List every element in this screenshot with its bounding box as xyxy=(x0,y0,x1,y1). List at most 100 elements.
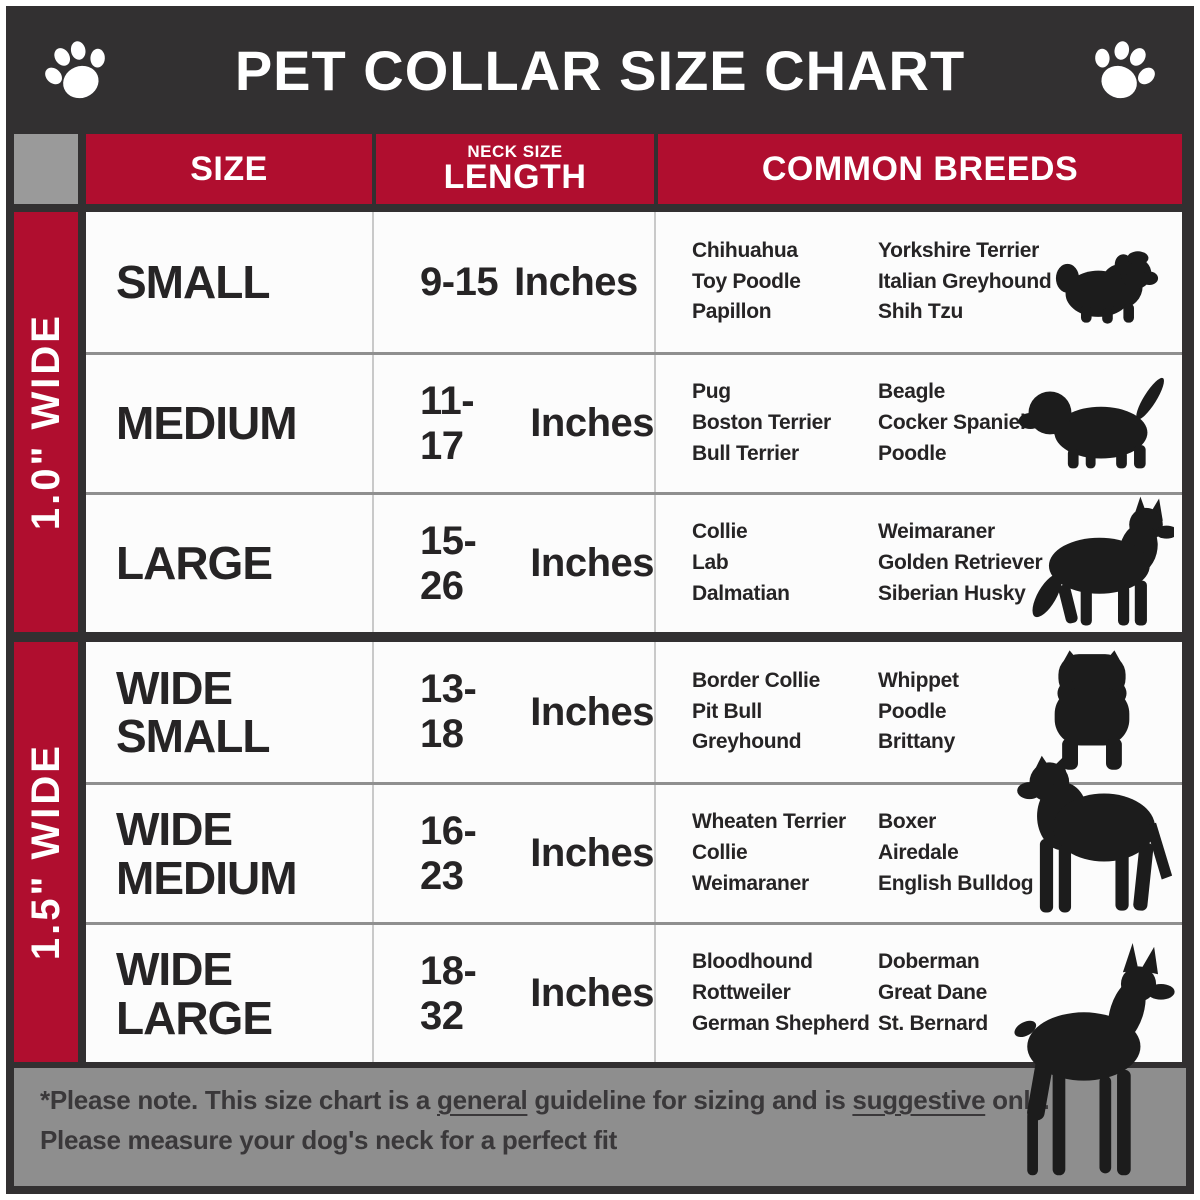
breed: Bull Terrier xyxy=(692,441,799,465)
breeds-column-a: Chihuahua Toy Poodle Papillon xyxy=(692,237,878,328)
breeds-column-a: Wheaten Terrier Collie Weimaraner xyxy=(692,808,878,899)
table-row-wide-large: WIDE LARGE 18-32 Inches Bloodhound Rottw… xyxy=(86,922,1182,1176)
bulldog-icon xyxy=(1054,650,1130,770)
table-row-small: SMALL 9-15 Inches Chihuahua Toy Poodle P… xyxy=(86,212,1182,352)
breed: Italian Greyhound xyxy=(878,269,1052,293)
breed: Weimaraner xyxy=(692,871,809,895)
breed: Wheaten Terrier xyxy=(692,810,846,834)
breed: Shih Tzu xyxy=(878,300,964,324)
breeds-column-a: Pug Boston Terrier Bull Terrier xyxy=(692,378,878,469)
size-cell: WIDE MEDIUM xyxy=(86,785,372,922)
section-1-5-inch-wide: 1.5" WIDE WIDE SMALL 13-18 Inches Border… xyxy=(14,642,1186,1176)
breed: Siberian Husky xyxy=(878,581,1026,605)
size-cell: LARGE xyxy=(86,495,372,632)
breed: Boston Terrier xyxy=(692,411,831,435)
breed: Pit Bull xyxy=(692,699,762,723)
size-label: MEDIUM xyxy=(116,397,298,450)
breed: Bloodhound xyxy=(692,950,813,974)
length-unit: Inches xyxy=(530,401,654,445)
size-header-label: SIZE xyxy=(190,149,268,188)
footnote-text: *Please note. This size chart is a xyxy=(40,1085,438,1115)
breed: Cocker Spaniel xyxy=(878,411,1026,435)
breed: Rottweiler xyxy=(692,981,791,1005)
section-width-label: 1.5" WIDE xyxy=(23,743,68,961)
breeds-cell: Border Collie Pit Bull Greyhound Whippet… xyxy=(654,642,1182,782)
table-row-large: LARGE 15-26 Inches Collie Lab Dalmatian xyxy=(86,492,1182,632)
breed: Airedale xyxy=(878,841,959,865)
breed: Collie xyxy=(692,520,748,544)
length-range: 16-23 xyxy=(420,808,477,898)
length-unit: Inches xyxy=(530,689,654,734)
size-cell: SMALL xyxy=(86,212,372,352)
section-1-inch-wide: 1.0" WIDE SMALL 9-15 Inches Chihuahua To… xyxy=(14,212,1186,632)
footer-line-1: *Please note. This size chart is a gener… xyxy=(40,1080,1160,1120)
length-range: 18-32 xyxy=(420,948,477,1038)
length-cell: 9-15 Inches xyxy=(372,212,654,352)
breed: English Bulldog xyxy=(878,871,1034,895)
length-cell: 15-26 Inches xyxy=(372,495,654,632)
breeds-column-b: Whippet Poodle Brittany xyxy=(878,667,1088,758)
breed: Beagle xyxy=(878,380,946,404)
length-range: 13-18 xyxy=(420,667,477,756)
footer-note: *Please note. This size chart is a gener… xyxy=(14,1068,1186,1186)
breeds-column-b: Boxer Airedale English Bulldog xyxy=(878,808,1088,899)
footnote-underlined-word: general xyxy=(437,1085,528,1115)
breed: German Shepherd xyxy=(692,1011,870,1035)
length-range: 11-17 xyxy=(420,378,475,468)
size-cell: MEDIUM xyxy=(86,355,372,492)
breeds-column-a: Bloodhound Rottweiler German Shepherd xyxy=(692,948,878,1039)
breed: Brittany xyxy=(878,730,955,754)
length-unit: Inches xyxy=(530,831,654,875)
german-shepherd-icon xyxy=(1032,496,1174,626)
neck-size-header-label: NECK SIZE xyxy=(467,141,563,161)
length-range: 9-15 xyxy=(420,259,499,304)
breeds-cell: Chihuahua Toy Poodle Papillon Yorkshire … xyxy=(654,212,1182,352)
size-cell: WIDE SMALL xyxy=(86,642,372,782)
breed: Golden Retriever xyxy=(878,551,1043,575)
breeds-cell: Pug Boston Terrier Bull Terrier Beagle C… xyxy=(654,355,1182,492)
section-rows: WIDE SMALL 13-18 Inches Border Collie Pi… xyxy=(86,642,1182,1176)
length-unit: Inches xyxy=(514,259,638,304)
breed: Dalmatian xyxy=(692,581,790,605)
table-row-wide-medium: WIDE MEDIUM 16-23 Inches Wheaten Terrier… xyxy=(86,755,1182,922)
breed: Pug xyxy=(692,380,731,404)
breed: Poodle xyxy=(878,699,947,723)
section-rows: SMALL 9-15 Inches Chihuahua Toy Poodle P… xyxy=(86,212,1182,632)
breed: Yorkshire Terrier xyxy=(878,238,1040,262)
footer-line-2: Please measure your dog's neck for a per… xyxy=(40,1125,617,1156)
size-label: WIDE SMALL xyxy=(116,661,270,762)
breed: Border Collie xyxy=(692,668,820,692)
length-header-label: LENGTH xyxy=(443,157,587,196)
length-cell: 18-32 Inches xyxy=(372,925,654,1062)
breed: Whippet xyxy=(878,668,959,692)
breeds-column-a: Collie Lab Dalmatian xyxy=(692,518,878,609)
length-cell: 13-18 Inches xyxy=(372,642,654,782)
chart-frame: PET COLLAR SIZE CHART SIZE NECK SIZE xyxy=(6,6,1194,1194)
column-header-breeds: COMMON BREEDS xyxy=(654,134,1182,204)
column-header-size: SIZE xyxy=(86,134,372,204)
length-cell: 16-23 Inches xyxy=(372,785,654,922)
breed: Great Dane xyxy=(878,981,988,1005)
fluffy-toy-dog-icon xyxy=(1055,251,1159,324)
size-label: WIDE LARGE xyxy=(116,943,273,1044)
footnote-text: guideline for sizing and is xyxy=(527,1085,853,1115)
breed: Collie xyxy=(692,841,748,865)
section-width-label: 1.0" WIDE xyxy=(23,313,68,531)
length-unit: Inches xyxy=(530,541,654,585)
breeds-column-b: Doberman Great Dane St. Bernard xyxy=(878,948,1088,1039)
breed: Papillon xyxy=(692,300,772,324)
breeds-cell: Bloodhound Rottweiler German Shepherd Do… xyxy=(654,925,1182,1176)
breed: Toy Poodle xyxy=(692,269,801,293)
table-row-wide-small: WIDE SMALL 13-18 Inches Border Collie Pi… xyxy=(86,642,1182,782)
breed: Boxer xyxy=(878,810,937,834)
breed: Weimaraner xyxy=(878,520,995,544)
breed: Chihuahua xyxy=(692,238,798,262)
size-label: LARGE xyxy=(116,537,273,590)
title-bar: PET COLLAR SIZE CHART xyxy=(14,14,1186,126)
breeds-column-b: Yorkshire Terrier Italian Greyhound Shih… xyxy=(878,237,1088,328)
paw-icon xyxy=(1095,41,1155,99)
doberman-icon xyxy=(1014,943,1175,1176)
footnote-underlined-word: suggestive xyxy=(852,1085,986,1115)
breeds-column-b: Weimaraner Golden Retriever Siberian Hus… xyxy=(878,518,1088,609)
